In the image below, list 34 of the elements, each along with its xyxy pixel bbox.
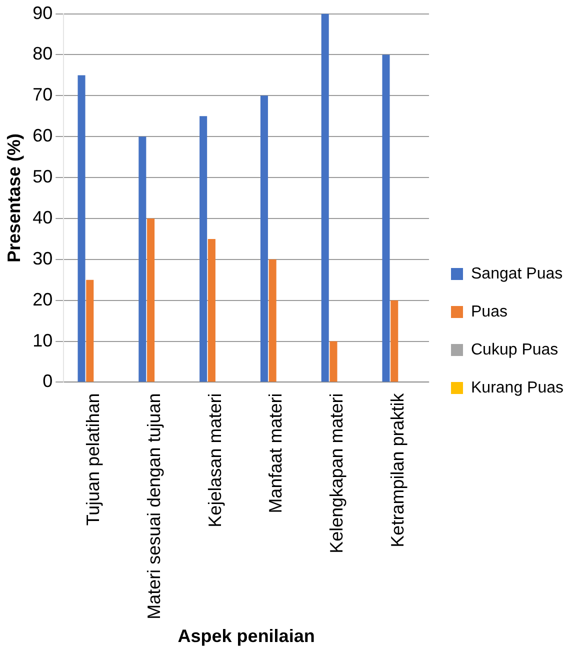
y-tick-label: 90 — [32, 2, 53, 23]
bar — [147, 218, 155, 382]
bar — [390, 300, 398, 382]
y-tick-label: 60 — [32, 126, 53, 146]
bar — [260, 96, 268, 382]
y-axis-title: Presentase (%) — [4, 133, 24, 263]
x-tick-label: Tujuan pelatihan — [83, 393, 104, 526]
x-axis-title: Aspek penilaian — [178, 626, 315, 646]
x-tick-label: Ketrampilan praktik — [388, 392, 408, 548]
legend-label: Kurang Puas — [471, 379, 564, 396]
legend-label: Sangat Puas — [471, 265, 563, 282]
legend-label: Puas — [471, 303, 508, 320]
bar — [321, 14, 329, 382]
y-tick-label: 20 — [32, 289, 53, 310]
y-tick-label: 80 — [32, 44, 53, 64]
x-tick-label: Manfaat materi — [266, 393, 286, 514]
bar — [208, 238, 216, 382]
x-tick-label: Kejelasan materi — [204, 393, 225, 528]
y-tick-label: 50 — [32, 166, 53, 187]
y-tick-label: 0 — [42, 371, 53, 392]
bar — [138, 136, 146, 382]
y-tick-label: 10 — [32, 330, 53, 350]
bar — [200, 116, 208, 382]
legend-label: Cukup Puas — [471, 341, 558, 358]
y-tick-label: 30 — [32, 248, 53, 268]
y-tick-label: 40 — [32, 207, 53, 228]
bar — [382, 54, 390, 382]
bar — [268, 259, 276, 382]
x-tick-label: Kelengkapan materi — [326, 393, 347, 554]
y-tick-label: 70 — [32, 84, 53, 105]
bar — [78, 75, 86, 382]
x-tick-label: Materi sesuai dengan tujuan — [144, 393, 164, 620]
bar — [86, 280, 94, 382]
bar — [330, 341, 338, 382]
